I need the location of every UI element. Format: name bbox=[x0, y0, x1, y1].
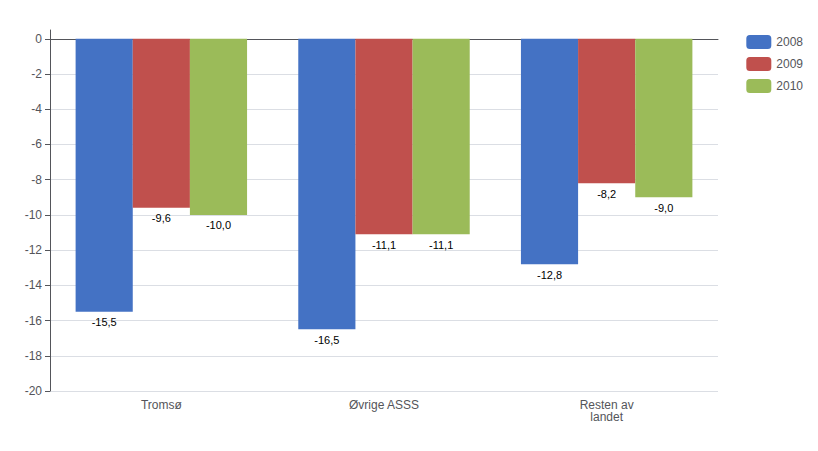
svg-text:0: 0 bbox=[35, 32, 42, 46]
svg-text:-11,1: -11,1 bbox=[429, 239, 453, 251]
svg-text:-4: -4 bbox=[31, 102, 42, 116]
svg-text:-12,8: -12,8 bbox=[537, 269, 562, 281]
svg-text:-20: -20 bbox=[25, 384, 43, 398]
svg-text:-9,6: -9,6 bbox=[152, 212, 171, 224]
svg-text:-10: -10 bbox=[25, 208, 43, 222]
svg-text:-11,1: -11,1 bbox=[372, 239, 396, 251]
svg-text:-9,0: -9,0 bbox=[654, 202, 673, 214]
svg-text:landet: landet bbox=[590, 410, 623, 424]
svg-text:-18: -18 bbox=[25, 349, 43, 363]
svg-text:-15,5: -15,5 bbox=[92, 316, 117, 328]
svg-text:2010: 2010 bbox=[776, 79, 803, 93]
svg-text:2008: 2008 bbox=[776, 35, 803, 49]
svg-text:-8: -8 bbox=[31, 173, 42, 187]
svg-text:-16,5: -16,5 bbox=[314, 334, 339, 346]
svg-text:-2: -2 bbox=[31, 67, 42, 81]
svg-text:-6: -6 bbox=[31, 137, 42, 151]
svg-text:-10,0: -10,0 bbox=[206, 219, 231, 231]
svg-text:-12: -12 bbox=[25, 243, 43, 257]
svg-text:-16: -16 bbox=[25, 314, 43, 328]
svg-text:Øvrige ASSS: Øvrige ASSS bbox=[349, 398, 419, 412]
svg-text:Resten av: Resten av bbox=[579, 398, 634, 412]
svg-text:Tromsø: Tromsø bbox=[141, 398, 183, 412]
svg-text:2009: 2009 bbox=[776, 57, 803, 71]
svg-text:-14: -14 bbox=[25, 278, 43, 292]
svg-text:-8,2: -8,2 bbox=[597, 188, 616, 200]
